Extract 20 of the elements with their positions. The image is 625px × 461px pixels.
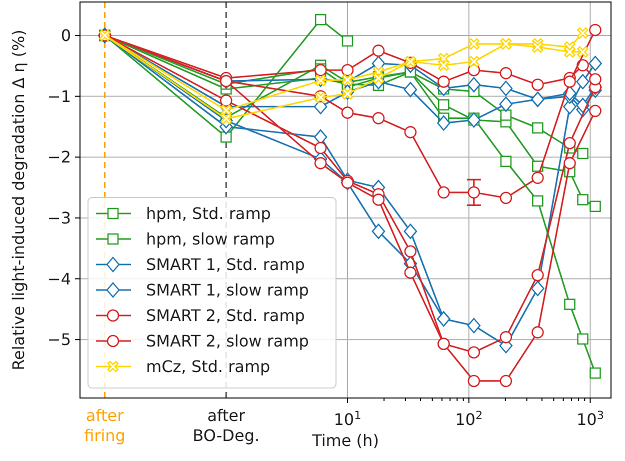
- y-tick-label: −1: [47, 86, 71, 106]
- ref-line-label: after firing: [84, 406, 126, 445]
- legend-label: SMART 1, Std. ramp: [146, 255, 305, 274]
- y-tick-label: −4: [47, 269, 71, 288]
- legend-label: hpm, slow ramp: [146, 230, 275, 249]
- legend-label: mCz, Std. ramp: [146, 357, 270, 376]
- ref-line-label: after BO-Deg.: [192, 406, 260, 445]
- x-axis-title: Time (h): [311, 431, 379, 450]
- x-tick-label: 10$^{1}$: [334, 408, 362, 429]
- y-tick-label: −3: [47, 208, 71, 228]
- y-axis-title: Relative light-induced degradation Δ η (%): [9, 30, 28, 370]
- legend-label: SMART 1, slow ramp: [146, 280, 309, 300]
- x-tick-label: 10$^{3}$: [576, 408, 604, 429]
- y-tick-label: −2: [47, 148, 71, 167]
- y-tick-label: 0: [60, 26, 71, 46]
- legend-label: SMART 2, Std. ramp: [146, 306, 305, 326]
- y-tick-label: −5: [47, 330, 71, 350]
- legend-label: SMART 2, slow ramp: [146, 332, 309, 351]
- legend-label: hpm, Std. ramp: [146, 204, 271, 224]
- x-tick-label: 10$^{2}$: [455, 408, 483, 429]
